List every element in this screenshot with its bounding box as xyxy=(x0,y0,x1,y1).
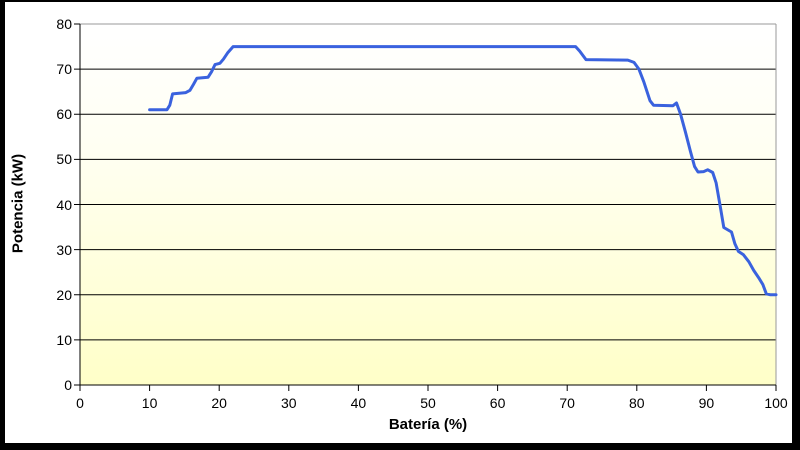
y-tick-label-80: 80 xyxy=(56,16,72,32)
y-tick-label-70: 70 xyxy=(56,61,72,78)
y-tick-label-40: 40 xyxy=(56,196,72,213)
x-tick-label-50: 50 xyxy=(420,395,436,411)
power-curve xyxy=(148,45,778,297)
x-tick-label-0: 0 xyxy=(76,395,84,411)
x-tick-label-30: 30 xyxy=(281,395,297,411)
x-tick-label-100: 100 xyxy=(764,395,788,411)
y-tick-label-10: 10 xyxy=(56,331,72,348)
y-tick-label-20: 20 xyxy=(56,286,72,303)
y-tick-label-60: 60 xyxy=(56,106,72,123)
chart-area: Potencia (kW) Batería (%) 0 10 20 30 40 50 60 7… xyxy=(5,2,792,443)
x-tick-label-40: 40 xyxy=(350,395,367,411)
y-tick-label-0: 0 xyxy=(64,377,72,393)
x-axis-title: Batería (%) xyxy=(388,416,468,433)
y-tick-label-30: 30 xyxy=(56,241,72,258)
x-tick-label-10: 10 xyxy=(141,395,158,411)
chart-canvas xyxy=(74,23,778,391)
x-tick-label-20: 20 xyxy=(211,395,227,411)
x-tick-label-80: 80 xyxy=(629,395,645,411)
x-tick-label-90: 90 xyxy=(698,395,715,411)
x-tick-label-70: 70 xyxy=(559,395,575,411)
x-tick-label-60: 60 xyxy=(489,395,506,411)
y-tick-label-50: 50 xyxy=(56,151,72,168)
